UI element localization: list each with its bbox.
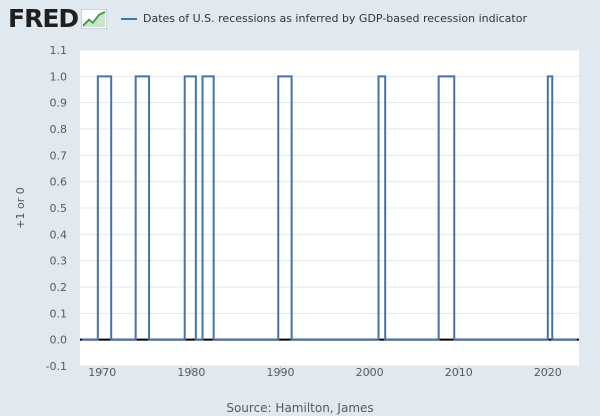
recession-chart: -0.1 0.0 0.1 0.2 0.3 0.4 0.5 0.6 0.7 0.8 0.9 1.0 1.1… — [14, 44, 579, 379]
x-tick-label: 1980 — [177, 366, 205, 379]
y-tick-label: 0.8 — [50, 123, 68, 136]
y-tick-label: 0.7 — [50, 149, 68, 162]
fred-logo-text: FRED — [8, 4, 79, 33]
y-axis-ticks: -0.1 0.0 0.1 0.2 0.3 0.4 0.5 0.6 0.7 0.8 0.9 1.0 1.1 — [46, 44, 67, 373]
y-axis-label: +1 or 0 — [14, 187, 27, 228]
y-tick-label: 0.4 — [50, 228, 68, 241]
x-tick-label: 2010 — [445, 366, 473, 379]
trend-line-icon — [81, 8, 108, 29]
y-tick-label: 0.1 — [50, 307, 68, 320]
x-tick-label: 2000 — [356, 366, 384, 379]
y-tick-label: 0.5 — [50, 202, 68, 215]
y-tick-label: 1.1 — [50, 44, 68, 57]
series-line[interactable] — [82, 75, 577, 341]
x-axis-ticks: 1970 1980 1990 2000 2010 2020 — [88, 366, 562, 379]
y-tick-label: 0.6 — [50, 176, 68, 189]
legend-swatch — [121, 17, 137, 20]
y-tick-label: -0.1 — [46, 360, 67, 373]
y-tick-label: 0.9 — [50, 97, 68, 110]
x-tick-label: 1990 — [266, 366, 294, 379]
y-tick-label: 1.0 — [50, 70, 68, 83]
x-tick-label: 2020 — [534, 366, 562, 379]
source-note: Source: Hamilton, James — [226, 401, 374, 415]
x-tick-label: 1970 — [88, 366, 116, 379]
legend-series-label: Dates of U.S. recessions as inferred by … — [143, 12, 527, 25]
y-tick-label: 0.2 — [50, 281, 68, 294]
y-tick-label: 0.3 — [50, 255, 68, 268]
chart-legend: Dates of U.S. recessions as inferred by … — [121, 12, 527, 25]
fred-logo[interactable]: FRED — [8, 4, 108, 33]
y-tick-label: 0.0 — [50, 334, 68, 347]
